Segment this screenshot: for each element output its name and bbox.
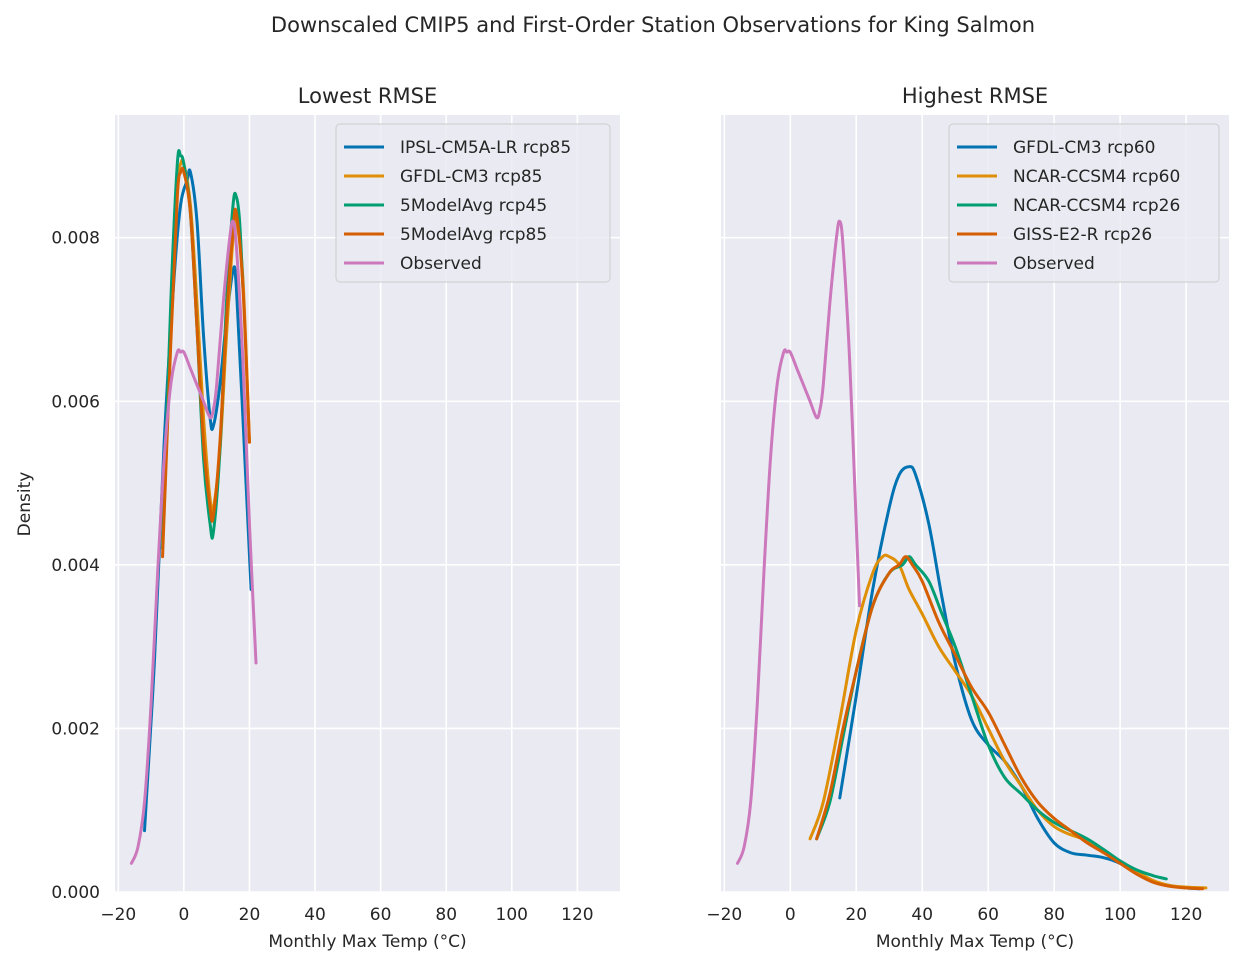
x-tick-label: 80: [435, 905, 457, 925]
y-axis-label: Density: [15, 472, 35, 537]
x-tick-label: 60: [977, 905, 999, 925]
y-tick-label: 0.000: [51, 883, 100, 903]
x-tick-label: 80: [1043, 905, 1065, 925]
series-group: [735, 219, 1208, 891]
legend-label: Observed: [1013, 254, 1095, 274]
series-line-4: [161, 166, 251, 559]
series-group: [129, 149, 258, 865]
panel-title: Lowest RMSE: [298, 84, 437, 108]
legend-label: GFDL-CM3 rcp85: [400, 167, 543, 187]
x-tick-label: 60: [370, 905, 392, 925]
y-tick-label: 0.004: [51, 556, 100, 576]
series-line-4: [815, 555, 1205, 891]
y-tick-label: 0.008: [51, 229, 100, 249]
legend: IPSL-CM5A-LR rcp85 GFDL-CM3 rcp85 5ModelAv…: [335, 123, 611, 283]
legend-label: Observed: [400, 254, 482, 274]
legend-label: GISS-E2-R rcp26: [1013, 225, 1152, 245]
panel-lowest-rmse: −20 0 20 40 60 80 100 120 0.000 0.002 0.004 0.006 0.…: [51, 84, 620, 952]
legend: GFDL-CM3 rcp60 NCAR-CCSM4 rcp60 NCAR-CCSM4…: [948, 123, 1220, 283]
legend-frame: [335, 123, 611, 283]
x-axis-label: Monthly Max Temp (°C): [876, 932, 1074, 952]
y-tick-label: 0.002: [51, 719, 100, 739]
figure-suptitle: Downscaled CMIP5 and First-Order Station…: [271, 13, 1035, 37]
series-line-5: [735, 219, 862, 865]
y-tick-label: 0.006: [51, 392, 100, 412]
x-tick-label: 20: [239, 905, 261, 925]
x-tick-label: 100: [1104, 905, 1136, 925]
x-tick-label: 40: [304, 905, 326, 925]
x-tick-label: 120: [561, 905, 593, 925]
x-tick-label: 40: [911, 905, 933, 925]
legend-label: 5ModelAvg rcp85: [400, 225, 547, 245]
x-tick-label: 0: [785, 905, 796, 925]
series-line-5: [129, 219, 258, 865]
legend-label: NCAR-CCSM4 rcp26: [1013, 196, 1180, 216]
legend-label: IPSL-CM5A-LR rcp85: [400, 138, 571, 158]
legend-frame: [948, 123, 1220, 283]
x-tick-label: 20: [845, 905, 867, 925]
x-tick-label: −20: [100, 905, 136, 925]
x-axis-label: Monthly Max Temp (°C): [268, 932, 466, 952]
legend-label: 5ModelAvg rcp45: [400, 196, 547, 216]
x-tick-label: 100: [496, 905, 528, 925]
x-tick-label: 0: [178, 905, 189, 925]
panel-title: Highest RMSE: [902, 84, 1048, 108]
x-tick-label: 120: [1170, 905, 1202, 925]
panel-highest-rmse: −20 0 20 40 60 80 100 120 Highest RMSE Monthly Ma…: [706, 84, 1229, 952]
x-tick-label: −20: [706, 905, 742, 925]
legend-label: GFDL-CM3 rcp60: [1013, 138, 1156, 158]
legend-label: NCAR-CCSM4 rcp60: [1013, 167, 1180, 187]
